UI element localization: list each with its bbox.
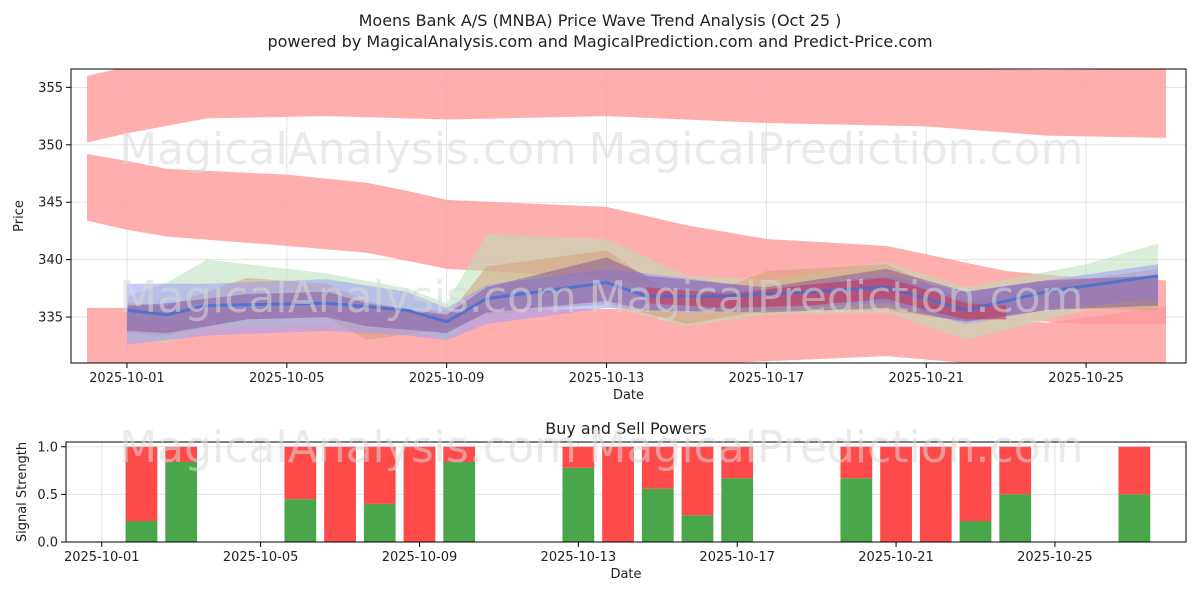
y-tick-label: 0.5 <box>37 488 58 503</box>
buy-bar <box>165 462 198 542</box>
x-axis-label: Date <box>613 388 644 403</box>
buy-bar <box>562 467 595 542</box>
sell-bar <box>602 446 634 542</box>
buy-bar <box>840 478 873 542</box>
watermark: MagicalPrediction.com <box>589 124 1084 175</box>
watermark: MagicalAnalysis.com <box>119 422 577 473</box>
sell-bar <box>721 446 754 479</box>
sell-bar <box>443 446 476 462</box>
x-tick-label: 2025-10-01 <box>89 371 165 386</box>
price-panel: 2025-10-01 2025-10-05 2025-10-09 2025-10-13… <box>12 68 1187 403</box>
buy-bar <box>1118 494 1151 542</box>
x-tick-label: 2025-10-21 <box>858 550 934 565</box>
x-tick-label: 2025-10-25 <box>1048 371 1124 386</box>
chart-title: Moens Bank A/S (MNBA) Price Wave Trend A… <box>359 11 842 30</box>
sell-bar <box>403 446 436 542</box>
y-axis-label: Signal Strength <box>15 442 30 542</box>
y-tick-label: 350 <box>38 138 63 153</box>
y-tick-label: 355 <box>38 81 63 96</box>
sell-bar <box>880 446 912 542</box>
x-tick-label: 2025-10-05 <box>249 371 325 386</box>
sell-bar <box>125 446 158 522</box>
y-tick-label: 340 <box>38 253 63 268</box>
watermark: MagicalPrediction.com <box>589 272 1084 323</box>
buy-bar <box>999 494 1032 542</box>
y-tick-label: 345 <box>38 196 63 211</box>
axes-frame <box>65 441 1187 543</box>
x-axis-label: Date <box>610 567 641 582</box>
band-7 <box>646 278 1007 320</box>
buy-bar <box>363 503 396 542</box>
x-tick-label: 2025-10-01 <box>64 550 140 565</box>
x-tick-label: 2025-10-13 <box>569 371 645 386</box>
buy-bar <box>284 499 317 542</box>
buy-bar <box>443 462 476 542</box>
sell-bar <box>681 446 714 516</box>
y-axis-label: Price <box>12 200 27 232</box>
sell-bar <box>959 446 992 522</box>
x-tick-label: 2025-10-05 <box>223 550 299 565</box>
x-tick-label: 2025-10-25 <box>1017 550 1093 565</box>
band-0 <box>86 69 1167 143</box>
sell-bar <box>562 446 595 468</box>
sell-bar <box>999 446 1032 495</box>
y-tick-label: 335 <box>38 311 63 326</box>
sell-bar <box>919 446 952 542</box>
x-tick-label: 2025-10-09 <box>382 550 458 565</box>
x-tick-label: 2025-10-17 <box>699 550 775 565</box>
x-tick-label: 2025-10-17 <box>729 371 805 386</box>
sell-bar <box>840 446 873 479</box>
panel-title: Buy and Sell Powers <box>545 419 707 438</box>
plot-area <box>125 446 1151 542</box>
watermark: MagicalPrediction.com <box>589 422 1084 473</box>
sell-bar <box>1118 446 1151 495</box>
x-tick-label: 2025-10-13 <box>541 550 617 565</box>
x-tick-label: 2025-10-09 <box>409 371 485 386</box>
sell-bar <box>165 446 198 462</box>
axes-frame <box>70 68 1187 364</box>
buy-bar <box>959 521 992 542</box>
sell-bar <box>363 446 396 504</box>
mean-line <box>126 274 1159 324</box>
y-tick-label: 1.0 <box>37 440 58 455</box>
buy-bar <box>721 478 754 542</box>
buy-bar <box>681 515 714 542</box>
buy-bar <box>125 521 158 542</box>
x-tick-label: 2025-10-21 <box>888 371 964 386</box>
buy-bar <box>641 488 674 542</box>
plot-area <box>86 69 1167 363</box>
y-tick-label: 0.0 <box>37 536 58 551</box>
sell-bar <box>284 446 317 500</box>
sell-bar <box>641 446 674 489</box>
chart-subtitle: powered by MagicalAnalysis.com and Magic… <box>267 32 932 51</box>
sell-bar <box>324 446 356 542</box>
watermark: MagicalAnalysis.com <box>119 272 577 323</box>
signal-panel: 2025-10-01 2025-10-05 2025-10-09 2025-10-13… <box>15 419 1187 582</box>
watermark: MagicalAnalysis.com <box>119 124 577 175</box>
